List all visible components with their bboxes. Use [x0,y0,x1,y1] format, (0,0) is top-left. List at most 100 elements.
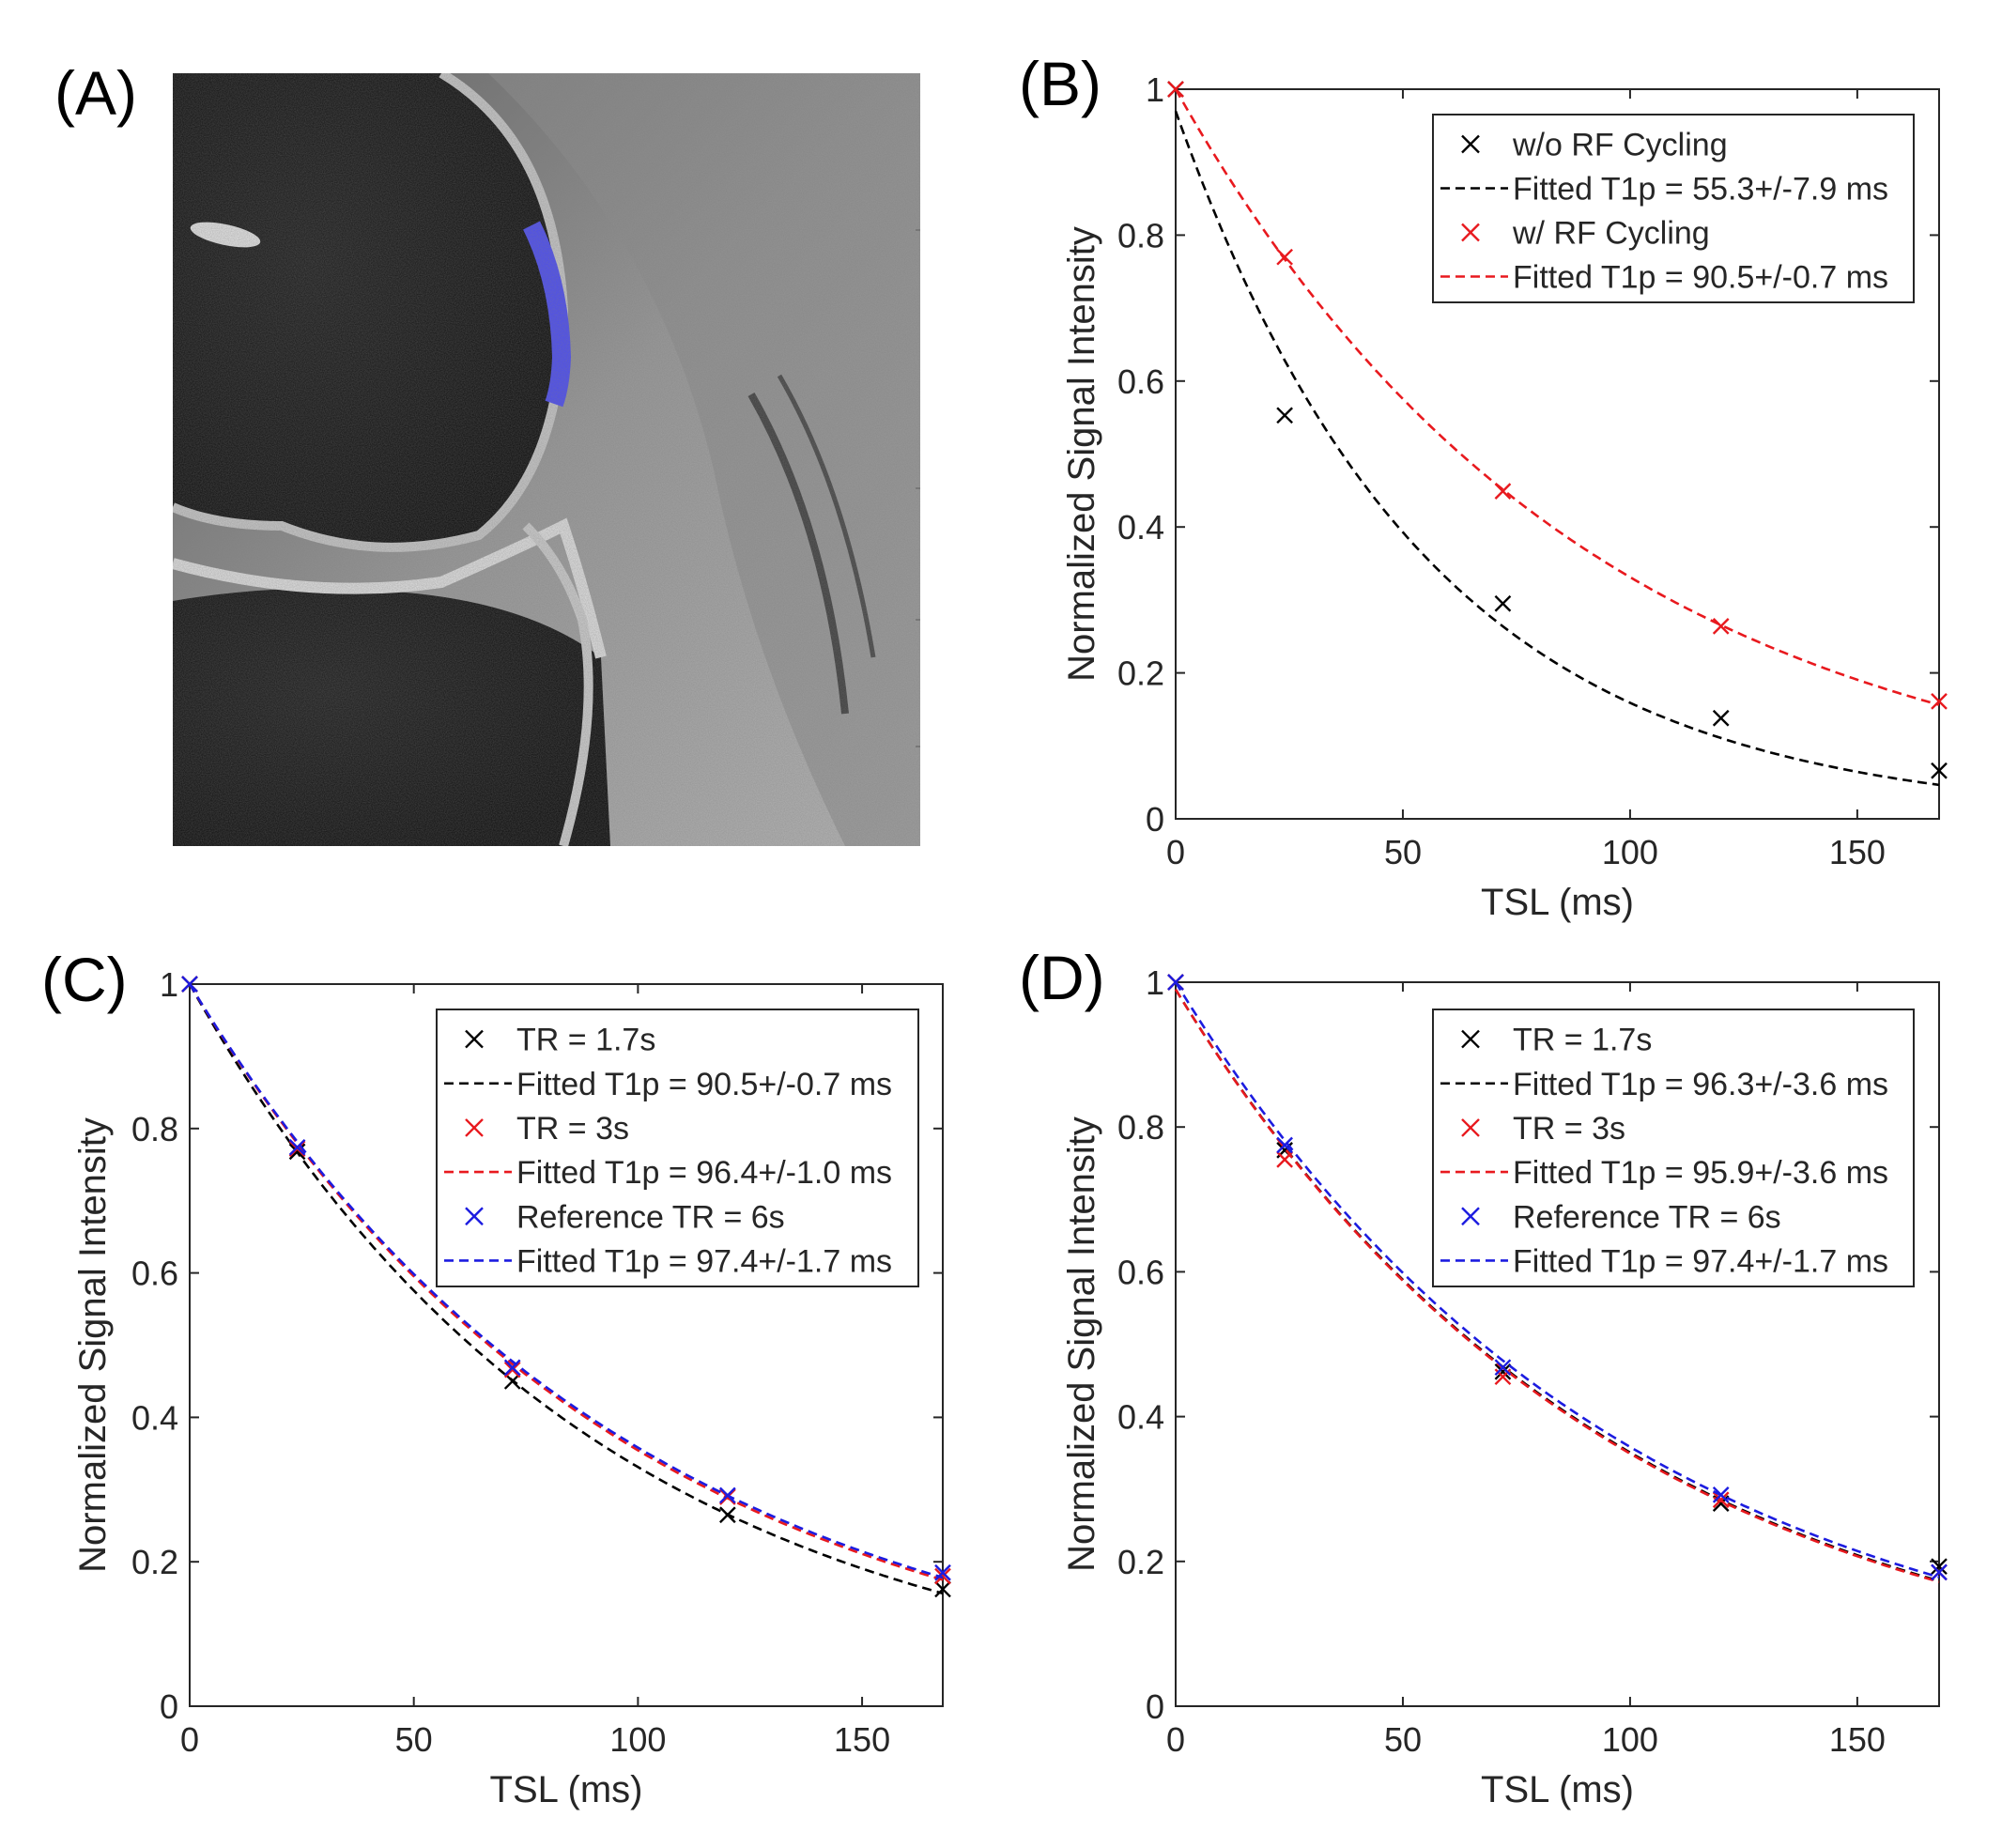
data-point [1494,1363,1512,1380]
x-tick-label: 100 [1602,833,1658,871]
x-tick-label: 50 [395,1720,433,1759]
legend-marker [465,1207,484,1226]
y-axis-label: Normalized Signal Intensity [1061,1116,1102,1572]
x-tick-label: 0 [1166,833,1185,871]
data-point [1276,407,1293,424]
y-tick-label: 0.6 [1117,362,1164,401]
data-point [1276,1151,1293,1168]
y-tick-label: 1 [160,965,178,1004]
data-point [1712,709,1730,727]
y-tick-label: 0.2 [131,1543,178,1581]
x-tick-label: 0 [180,1720,199,1759]
legend-fit-entry: Fitted T1p = 97.4+/-1.7 ms [516,1243,892,1279]
y-tick-label: 0.4 [1117,508,1164,547]
data-point [1276,248,1293,266]
data-point [1931,1563,1948,1581]
y-tick-label: 1 [1146,963,1164,1002]
legend-marker [465,1118,484,1137]
data-point [934,1563,951,1581]
panel-label: (D) [1019,943,1105,1012]
x-tick-label: 100 [609,1720,666,1759]
data-point [1712,1486,1730,1503]
data-point [1167,81,1184,98]
legend-entry: Reference TR = 6s [516,1199,785,1235]
legend-fit-entry: Fitted T1p = 96.3+/-3.6 ms [1513,1067,1888,1102]
legend-fit-entry: Fitted T1p = 90.5+/-0.7 ms [516,1067,892,1102]
panel-a: (A) [54,58,920,846]
y-tick-label: 0 [1146,1687,1164,1726]
y-tick-label: 0.4 [131,1398,178,1437]
legend-marker [465,1029,484,1049]
data-point [503,1359,521,1377]
data-point [1931,1558,1948,1576]
x-tick-label: 150 [834,1720,890,1759]
legend-marker [1461,134,1480,154]
data-point [719,1506,736,1524]
x-axis-label: TSL (ms) [490,1769,643,1810]
y-tick-label: 0.4 [1117,1398,1164,1437]
chart-panel-b: (B) 0 50 100 150 0 0.2 0.4 0.6 0.8 1 TSL (ms) Normal… [1019,49,1948,923]
chart-panel-d: (D) 0 50 100 150 0 0.2 0.4 0.6 0.8 1 TSL (ms) Normal… [1019,943,1948,1810]
y-tick-label: 0.8 [1117,1108,1164,1147]
legend-fit-entry: Fitted T1p = 95.9+/-3.6 ms [1513,1155,1888,1191]
y-tick-label: 0.6 [131,1255,178,1293]
fit-curve [1174,110,1940,787]
x-axis-label: TSL (ms) [1481,1769,1634,1810]
data-point [1931,762,1948,779]
legend-marker [1461,1118,1480,1137]
x-tick-label: 50 [1384,833,1422,871]
data-point [1167,974,1184,991]
x-axis-label: TSL (ms) [1481,882,1634,923]
legend-marker [1461,223,1480,242]
y-tick-label: 0 [1146,800,1164,839]
y-tick-label: 0.8 [1117,216,1164,254]
x-tick-label: 150 [1829,1720,1886,1759]
legend-marker [1461,1207,1480,1226]
data-point [1712,618,1730,635]
legend-fit-entry: Fitted T1p = 96.4+/-1.0 ms [516,1155,892,1191]
y-axis-label: Normalized Signal Intensity [72,1117,114,1573]
fit-curve [1174,989,1940,1583]
data-point [503,1361,521,1378]
data-point [1712,1491,1730,1509]
legend-entry: w/o RF Cycling [1512,128,1728,163]
panel-label: (C) [41,945,128,1014]
x-tick-label: 50 [1384,1720,1422,1759]
legend-fit-entry: Fitted T1p = 55.3+/-7.9 ms [1513,172,1888,208]
data-point [181,976,198,993]
panel-a-label: (A) [54,58,137,128]
legend-entry: w/ RF Cycling [1512,216,1710,252]
fit-curve [1174,88,1940,706]
y-tick-label: 1 [1146,70,1164,109]
legend-entry: TR = 1.7s [1513,1023,1652,1058]
data-point [719,1486,736,1504]
legend-entry: TR = 3s [1513,1111,1625,1147]
panel-label: (B) [1019,49,1101,118]
data-point [1494,594,1512,612]
fit-curve [1174,981,1940,1578]
y-tick-label: 0.2 [1117,654,1164,693]
mri-image [173,73,920,846]
legend-fit-entry: Fitted T1p = 97.4+/-1.7 ms [1513,1243,1888,1279]
data-point [1494,1359,1512,1377]
chart-panel-c: (C) 0 50 100 150 0 0.2 0.4 0.6 0.8 1 TSL (ms) Normal… [41,945,951,1810]
x-tick-label: 0 [1166,1720,1185,1759]
data-point [288,1138,306,1156]
y-tick-label: 0.8 [131,1110,178,1148]
legend-marker [1461,1029,1480,1049]
fit-curve [188,983,944,1595]
y-tick-label: 0.2 [1117,1543,1164,1581]
data-point [1931,693,1948,710]
legend: TR = 1.7s Fitted T1p = 90.5+/-0.7 ms TR = … [436,1009,919,1287]
x-tick-label: 100 [1602,1720,1658,1759]
y-tick-label: 0.6 [1117,1253,1164,1291]
legend-entry: TR = 1.7s [516,1023,655,1058]
x-tick-label: 150 [1829,833,1886,871]
y-axis-label: Normalized Signal Intensity [1061,226,1102,682]
legend: TR = 1.7s Fitted T1p = 96.3+/-3.6 ms TR = … [1432,1009,1915,1287]
legend-entry: TR = 3s [516,1111,629,1147]
data-point [934,1580,951,1598]
y-tick-label: 0 [160,1687,178,1726]
legend-entry: Reference TR = 6s [1513,1199,1781,1235]
